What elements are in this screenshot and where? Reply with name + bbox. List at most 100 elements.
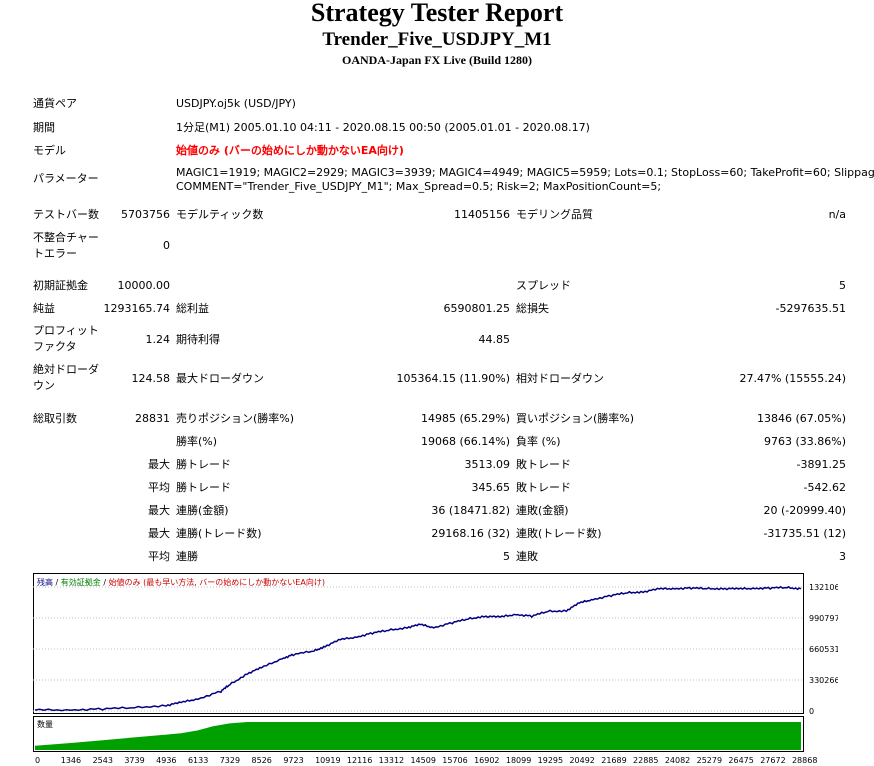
profit-factor-label-2: ファクタ: [33, 340, 77, 353]
legend-part-4: 始値のみ (最も早い方法, バーの始めにしか動かないEA向け): [109, 577, 325, 587]
avg-consec-win-label: 連勝: [176, 550, 198, 563]
consec-win-amount-value: 36 (18471.82): [431, 504, 510, 517]
rel-drawdown-label: 相対ドローダウン: [516, 372, 604, 385]
avg-loss-value: -542.62: [803, 481, 846, 494]
max-consec-trades-label: 最大: [148, 527, 170, 540]
gross-profit-value: 6590801.25: [443, 302, 510, 315]
abs-drawdown-label-1: 絶対ドローダ: [33, 363, 99, 376]
x-tick-22: 26475: [728, 756, 753, 765]
y-tick-2: 660531: [809, 645, 838, 654]
avg-consec-label: 平均: [148, 550, 170, 563]
avg-loss-label: 敗トレード: [516, 481, 571, 494]
consec-loss-trades-value: -31735.51 (12): [763, 527, 846, 540]
avg-consec-win-value: 5: [503, 550, 510, 563]
x-tick-labels: 0 1346 2543 3739 4936 6133 7329 8526 9723 10919 12…: [35, 756, 817, 765]
consec-win-trades-label: 連勝(トレード数): [176, 527, 262, 540]
balance-chart: 残高 / 有効証拠金 / 始値のみ (最も早い方法, バーの始めにしか動かないE…: [33, 573, 838, 714]
x-tick-21: 25279: [697, 756, 722, 765]
bars-label: テストバー数: [33, 208, 99, 221]
volume-chart: 数量 0 1346 2543 3739 4936 6133 7329 8526 9723 1091…: [33, 716, 817, 765]
ticks-label: モデルティック数: [176, 208, 264, 221]
x-tick-10: 12116: [347, 756, 372, 765]
mismatch-label-1: 不整合チャー: [33, 231, 99, 244]
long-positions-value: 13846 (67.05%): [756, 412, 846, 425]
total-trades-label: 総取引数: [33, 412, 77, 425]
x-tick-16: 19295: [538, 756, 563, 765]
legend-part-3: /: [101, 578, 109, 587]
x-tick-1: 1346: [61, 756, 81, 765]
max-drawdown-value: 105364.15 (11.90%): [396, 372, 510, 385]
x-tick-9: 10919: [315, 756, 340, 765]
x-tick-14: 16902: [474, 756, 499, 765]
x-tick-15: 18099: [506, 756, 531, 765]
model-label: モデル: [33, 144, 66, 157]
period-label: 期間: [33, 121, 55, 134]
profit-factor-value: 1.24: [145, 333, 171, 346]
x-tick-24: 28868: [792, 756, 817, 765]
rel-drawdown-value: 27.47% (15555.24): [739, 372, 846, 385]
avg-consec-loss-label: 連敗: [516, 550, 538, 563]
legend-part-1: /: [53, 578, 61, 587]
y-tick-4: 0: [809, 707, 814, 714]
x-tick-12: 14509: [410, 756, 435, 765]
win-rate-value: 19068 (66.14%): [420, 435, 510, 448]
expert-name: Trender_Five_USDJPY_M1: [322, 29, 552, 50]
deposit-value: 10000.00: [117, 279, 171, 292]
x-tick-17: 20492: [569, 756, 594, 765]
net-profit-value: 1293165.74: [103, 302, 170, 315]
short-positions-label: 売りポジション(勝率%): [176, 412, 295, 425]
chart-legend: 残高 / 有効証拠金 / 始値のみ (最も早い方法, バーの始めにしか動かないE…: [37, 577, 325, 587]
largest-win-value: 3513.09: [464, 458, 511, 471]
total-trades-value: 28831: [135, 412, 170, 425]
short-positions-value: 14985 (65.29%): [420, 412, 510, 425]
chart-grid: [33, 586, 803, 712]
chart-frame: [33, 573, 804, 714]
x-tick-8: 9723: [283, 756, 303, 765]
avg-win-value: 345.65: [471, 481, 511, 494]
gross-loss-label: 総損失: [516, 302, 549, 315]
x-tick-11: 13312: [379, 756, 404, 765]
gross-profit-label: 総利益: [176, 302, 209, 315]
quality-label: モデリング品質: [516, 208, 593, 221]
y-tick-3: 330266: [809, 676, 838, 685]
abs-drawdown-label-2: ウン: [33, 379, 55, 392]
period-value: 1分足(M1) 2005.01.10 04:11 - 2020.08.15 00…: [176, 121, 590, 134]
consec-loss-amount-label: 連敗(金額): [516, 504, 569, 517]
largest-loss-value: -3891.25: [796, 458, 846, 471]
x-tick-18: 21689: [601, 756, 626, 765]
largest-label: 最大: [148, 458, 170, 471]
y-tick-1: 990797: [809, 614, 838, 623]
max-drawdown-label: 最大ドローダウン: [176, 372, 264, 385]
report-title: Strategy Tester Report: [310, 0, 564, 27]
mismatch-value: 0: [163, 239, 170, 252]
model-value: 始値のみ (バーの始めにしか動かないEA向け): [176, 144, 404, 157]
params-line-1: MAGIC1=1919; MAGIC2=2929; MAGIC3=3939; M…: [176, 166, 874, 179]
largest-win-label: 勝トレード: [176, 458, 231, 471]
average-label: 平均: [148, 481, 170, 494]
x-tick-20: 24082: [665, 756, 690, 765]
x-tick-23: 27672: [760, 756, 785, 765]
x-tick-3: 3739: [124, 756, 144, 765]
volume-label: 数量: [37, 719, 53, 729]
params-label: パラメーター: [33, 172, 99, 185]
loss-rate-value: 9763 (33.86%): [763, 435, 846, 448]
x-tick-5: 6133: [188, 756, 208, 765]
y-tick-labels: 1321063 990797 660531 330266 0: [809, 583, 838, 714]
x-tick-4: 4936: [156, 756, 176, 765]
spread-label: スプレッド: [516, 279, 571, 292]
spread-value: 5: [839, 279, 846, 292]
expected-payoff-value: 44.85: [478, 333, 511, 346]
avg-consec-loss-value: 3: [839, 550, 846, 563]
mismatch-label-2: トエラー: [33, 247, 77, 260]
y-tick-0: 1321063: [809, 583, 838, 592]
quality-value: n/a: [828, 208, 846, 221]
deposit-label: 初期証拠金: [33, 279, 88, 292]
max-consec-label: 最大: [148, 504, 170, 517]
net-profit-label: 純益: [33, 302, 55, 315]
consec-loss-trades-label: 連敗(トレード数): [516, 527, 602, 540]
consec-loss-amount-value: 20 (-20999.40): [763, 504, 846, 517]
x-tick-19: 22885: [633, 756, 658, 765]
consec-win-amount-label: 連勝(金額): [176, 504, 229, 517]
win-rate-label: 勝率(%): [176, 435, 218, 448]
x-tick-7: 8526: [252, 756, 272, 765]
